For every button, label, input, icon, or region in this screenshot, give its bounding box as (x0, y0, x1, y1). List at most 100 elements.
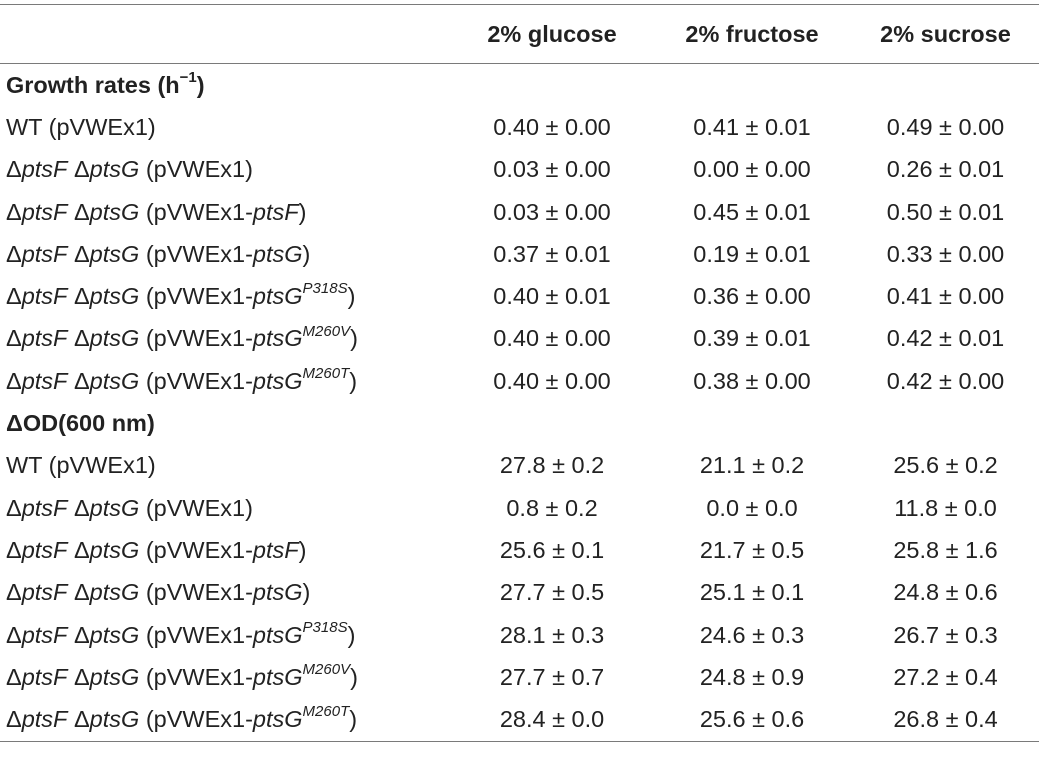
table-row: WT (pVWEx1) 27.8 ± 0.2 21.1 ± 0.2 25.6 ± 0.… (0, 445, 1039, 487)
section-header-row: Growth rates (h−1) (0, 64, 1039, 107)
value-glucose: 0.37 ± 0.01 (493, 240, 611, 267)
value-glucose: 27.7 ± 0.5 (499, 579, 605, 606)
plasmid-name: (pVWEx1 (139, 156, 246, 183)
deleted-gene-2: ptsG (89, 325, 140, 352)
strain-prefix: Δ (6, 494, 22, 521)
strain-prefix: WT (pVWEx1) (6, 452, 156, 479)
strain-separator: Δ (67, 579, 90, 606)
strain-prefix: Δ (6, 198, 22, 225)
closing-paren: ) (350, 325, 358, 352)
plasmid-name: (pVWEx1- (139, 536, 253, 563)
value-sucrose: 0.26 ± 0.01 (886, 156, 1005, 183)
deleted-gene-1: ptsF (21, 367, 68, 394)
header-strain (0, 4, 452, 64)
value-fructose: 0.36 ± 0.00 (693, 283, 811, 310)
closing-paren: ) (302, 240, 311, 267)
strain-prefix: Δ (6, 621, 22, 648)
strain-label: ΔptsF ΔptsG (pVWEx1-ptsGM260V) (0, 318, 452, 360)
plasmid-name: (pVWEx1- (139, 621, 253, 648)
strain-separator: Δ (67, 325, 90, 352)
plasmid-name: (pVWEx1- (139, 198, 253, 225)
value-fructose: 24.6 ± 0.3 (699, 621, 805, 648)
strain-separator: Δ (67, 663, 90, 690)
table-row: ΔptsF ΔptsG (pVWEx1-ptsGM260V) 27.7 ± 0.7… (0, 656, 1039, 698)
strain-label: WT (pVWEx1) (0, 445, 452, 487)
strain-prefix: Δ (6, 367, 22, 394)
value-glucose: 27.7 ± 0.7 (499, 663, 605, 690)
closing-paren: ) (298, 536, 307, 563)
mutation-superscript: M260T (302, 703, 350, 721)
strain-prefix: Δ (6, 156, 22, 183)
plasmid-name: (pVWEx1- (139, 706, 253, 733)
value-glucose: 28.4 ± 0.0 (452, 698, 652, 742)
mutation-superscript: M260V (302, 322, 351, 340)
plasmid-gene: ptsG (252, 579, 303, 606)
strain-label: ΔptsF ΔptsG (pVWEx1-ptsGM260T) (0, 360, 452, 402)
closing-paren: ) (347, 283, 356, 310)
value-sucrose: 24.8 ± 0.6 (893, 579, 998, 606)
strain-separator: Δ (67, 494, 90, 521)
table-row: ΔptsF ΔptsG (pVWEx1) 0.8 ± 0.2 0.0 ± 0.0 11… (0, 487, 1039, 529)
strain-label: ΔptsF ΔptsG (pVWEx1-ptsF) (0, 529, 452, 571)
strain-label: WT (pVWEx1) (0, 106, 452, 148)
strain-label: ΔptsF ΔptsG (pVWEx1) (0, 149, 452, 191)
plasmid-name: (pVWEx1- (139, 579, 253, 606)
deleted-gene-2: ptsG (89, 663, 140, 690)
value-glucose: 0.40 ± 0.00 (493, 325, 611, 352)
closing-paren: ) (302, 579, 311, 606)
strain-prefix: Δ (6, 325, 22, 352)
plasmid-gene: ptsG (252, 663, 303, 690)
value-sucrose: 26.7 ± 0.3 (893, 621, 998, 648)
strain-separator: Δ (67, 621, 90, 648)
table-row: ΔptsF ΔptsG (pVWEx1-ptsGM260T) 28.4 ± 0.0… (0, 698, 1039, 742)
mutation-superscript: P318S (302, 280, 348, 298)
value-sucrose: 27.2 ± 0.4 (893, 663, 998, 690)
deleted-gene-1: ptsF (21, 283, 68, 310)
deleted-gene-2: ptsG (89, 536, 140, 563)
strain-separator: Δ (67, 367, 90, 394)
deleted-gene-1: ptsF (21, 156, 68, 183)
deleted-gene-1: ptsF (21, 663, 68, 690)
strain-separator: Δ (67, 536, 90, 563)
deleted-gene-1: ptsF (21, 198, 68, 225)
table-row: ΔptsF ΔptsG (pVWEx1-ptsGP318S) 0.40 ± 0.0… (0, 275, 1039, 317)
mutation-superscript: M260T (302, 364, 350, 382)
plasmid-gene: ptsF (252, 536, 299, 563)
plasmid-name: (pVWEx1- (139, 325, 253, 352)
closing-paren: ) (349, 367, 358, 394)
strain-prefix: Δ (6, 663, 22, 690)
table-row: ΔptsF ΔptsG (pVWEx1-ptsG) 27.7 ± 0.5 25.1 … (0, 572, 1039, 614)
value-fructose: 0.38 ± 0.00 (693, 367, 811, 394)
closing-paren: ) (245, 156, 253, 183)
strain-separator: Δ (67, 240, 90, 267)
strain-label: ΔptsF ΔptsG (pVWEx1-ptsGM260T) (0, 698, 452, 742)
table-row: ΔptsF ΔptsG (pVWEx1-ptsGM260V) 0.40 ± 0.0… (0, 318, 1039, 360)
section-title: ΔOD(600 nm) (0, 402, 1039, 444)
strain-prefix: Δ (6, 579, 22, 606)
table-body: Growth rates (h−1) WT (pVWEx1) 0.40 ± 0.00… (0, 64, 1039, 742)
section-title-text: ΔOD(600 nm) (6, 410, 155, 437)
value-glucose: 0.03 ± 0.00 (493, 156, 611, 183)
strain-prefix: Δ (6, 536, 22, 563)
plasmid-name: (pVWEx1- (139, 367, 253, 394)
value-sucrose: 26.8 ± 0.4 (852, 698, 1039, 742)
deleted-gene-1: ptsF (21, 621, 68, 648)
strain-label: ΔptsF ΔptsG (pVWEx1-ptsGP318S) (0, 275, 452, 317)
plasmid-name: (pVWEx1 (139, 494, 246, 521)
section-title-superscript: −1 (179, 68, 197, 86)
value-fructose: 0.0 ± 0.0 (706, 494, 798, 521)
value-fructose: 0.39 ± 0.01 (693, 325, 811, 352)
value-fructose: 25.6 ± 0.6 (652, 698, 852, 742)
value-glucose: 0.03 ± 0.00 (493, 198, 611, 225)
value-sucrose: 0.33 ± 0.00 (886, 240, 1005, 267)
strain-prefix: WT (pVWEx1) (6, 113, 156, 140)
value-glucose: 0.40 ± 0.01 (493, 283, 611, 310)
deleted-gene-1: ptsF (21, 240, 68, 267)
deleted-gene-1: ptsF (21, 494, 68, 521)
strain-prefix: Δ (6, 240, 22, 267)
value-sucrose: 0.50 ± 0.01 (886, 198, 1005, 225)
plasmid-gene: ptsF (252, 198, 299, 225)
strain-prefix: Δ (6, 706, 22, 733)
deleted-gene-1: ptsF (21, 706, 68, 733)
